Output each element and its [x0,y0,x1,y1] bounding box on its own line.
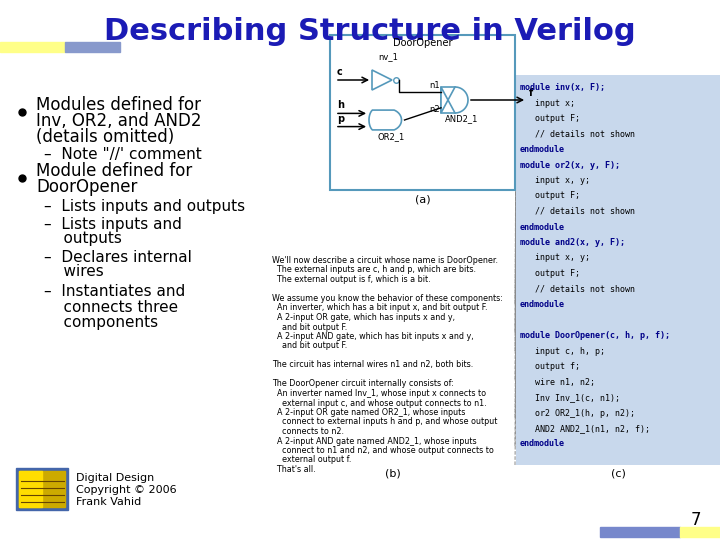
Text: module DoorOpener(c, h, p, f);: module DoorOpener(c, h, p, f); [520,331,670,340]
Text: –  Declares internal: – Declares internal [44,249,192,265]
Polygon shape [369,110,402,130]
Text: –  Lists inputs and: – Lists inputs and [44,217,182,232]
Bar [516,75,720,465]
Text: Modules defined for: Modules defined for [36,96,201,114]
Text: output f;: output f; [520,362,580,371]
Text: An inverter named Inv_1, whose input x connects to: An inverter named Inv_1, whose input x c… [272,389,486,398]
Text: module inv(x, F);: module inv(x, F); [520,83,605,92]
Text: endmodule: endmodule [520,300,565,309]
Text: connects three: connects three [44,300,178,314]
Bar [680,527,720,537]
Polygon shape [441,87,468,113]
Bar [0,42,65,52]
Text: Inv, OR2, and AND2: Inv, OR2, and AND2 [36,112,202,130]
Text: // details not shown: // details not shown [520,207,635,216]
Text: The circuit has internal wires n1 and n2, both bits.: The circuit has internal wires n1 and n2… [272,361,473,369]
Text: AND2 AND2_1(n1, n2, f);: AND2 AND2_1(n1, n2, f); [520,424,650,433]
Bar [16,468,68,510]
Bar [65,42,120,52]
Text: input c, h, p;: input c, h, p; [520,347,605,355]
Text: input x, y;: input x, y; [520,176,590,185]
Text: endmodule: endmodule [520,440,565,449]
Text: –  Lists inputs and outputs: – Lists inputs and outputs [44,199,245,213]
Text: DoorOpener: DoorOpener [36,178,138,196]
Text: module or2(x, y, F);: module or2(x, y, F); [520,160,620,170]
Text: AND2_1: AND2_1 [445,114,478,123]
Text: The external inputs are c, h and p, which are bits.: The external inputs are c, h and p, whic… [272,266,476,274]
Text: Describing Structure in Verilog: Describing Structure in Verilog [104,17,636,46]
Text: p: p [337,113,344,124]
Text: 7: 7 [690,511,701,529]
Bar [600,527,680,537]
Text: (a): (a) [415,194,431,204]
Text: Inv Inv_1(c, n1);: Inv Inv_1(c, n1); [520,393,620,402]
Text: f: f [529,88,534,98]
Text: DoorOpener: DoorOpener [392,38,452,48]
Text: outputs: outputs [44,232,122,246]
Text: An inverter, which has a bit input x, and bit output F.: An inverter, which has a bit input x, an… [272,303,487,313]
Text: A 2-input AND gate, which has bit inputs x and y,: A 2-input AND gate, which has bit inputs… [272,332,474,341]
Bar [441,87,455,113]
Text: output F;: output F; [520,269,580,278]
Bar [330,35,515,190]
Text: endmodule: endmodule [520,145,565,154]
Text: and bit output F.: and bit output F. [272,341,347,350]
Text: connect to n1 and n2, and whose output connects to: connect to n1 and n2, and whose output c… [272,446,494,455]
Text: The DoorOpener circuit internally consists of:: The DoorOpener circuit internally consis… [272,380,454,388]
Text: Module defined for: Module defined for [36,162,192,180]
Text: A 2-input OR gate named OR2_1, whose inputs: A 2-input OR gate named OR2_1, whose inp… [272,408,465,417]
Text: Copyright © 2006: Copyright © 2006 [76,485,176,495]
Text: Digital Design: Digital Design [76,473,154,483]
Text: input x;: input x; [520,98,575,107]
Text: nv_1: nv_1 [378,52,398,62]
Bar [19,471,65,507]
Text: h: h [337,100,344,110]
Text: –  Instantiates and: – Instantiates and [44,285,185,300]
Text: We'll now describe a circuit whose name is DoorOpener.: We'll now describe a circuit whose name … [272,256,498,265]
Text: wire n1, n2;: wire n1, n2; [520,377,595,387]
Text: OR2_1: OR2_1 [377,132,404,141]
Text: wires: wires [44,265,104,280]
Text: components: components [44,314,158,329]
Text: output F;: output F; [520,192,580,200]
Text: external input c, and whose output connects to n1.: external input c, and whose output conne… [272,399,487,408]
Text: and bit output F.: and bit output F. [272,322,347,332]
Bar [19,471,42,507]
Text: Frank Vahid: Frank Vahid [76,497,141,507]
Text: (c): (c) [611,469,626,479]
Text: or2 OR2_1(h, p, n2);: or2 OR2_1(h, p, n2); [520,408,635,417]
Text: That's all.: That's all. [272,465,315,474]
Text: input x, y;: input x, y; [520,253,590,262]
Text: module and2(x, y, F);: module and2(x, y, F); [520,238,625,247]
Text: // details not shown: // details not shown [520,285,635,294]
Text: (details omitted): (details omitted) [36,128,174,146]
Text: c: c [337,67,343,77]
Text: n2: n2 [429,105,440,114]
Text: We assume you know the behavior of these components:: We assume you know the behavior of these… [272,294,503,303]
Text: connects to n2.: connects to n2. [272,427,344,436]
Text: (b): (b) [384,469,400,479]
Polygon shape [372,70,392,90]
Text: n1: n1 [429,81,440,90]
Text: output F;: output F; [520,114,580,123]
Text: –  Note "//' comment: – Note "//' comment [44,146,202,161]
Text: A 2-input AND gate named AND2_1, whose inputs: A 2-input AND gate named AND2_1, whose i… [272,436,477,446]
Text: connect to external inputs h and p, and whose output: connect to external inputs h and p, and … [272,417,498,427]
Text: endmodule: endmodule [520,222,565,232]
Text: The external output is f, which is a bit.: The external output is f, which is a bit… [272,275,431,284]
Text: // details not shown: // details not shown [520,130,635,138]
Text: external output f.: external output f. [272,456,351,464]
Text: A 2-input OR gate, which has inputs x and y,: A 2-input OR gate, which has inputs x an… [272,313,455,322]
